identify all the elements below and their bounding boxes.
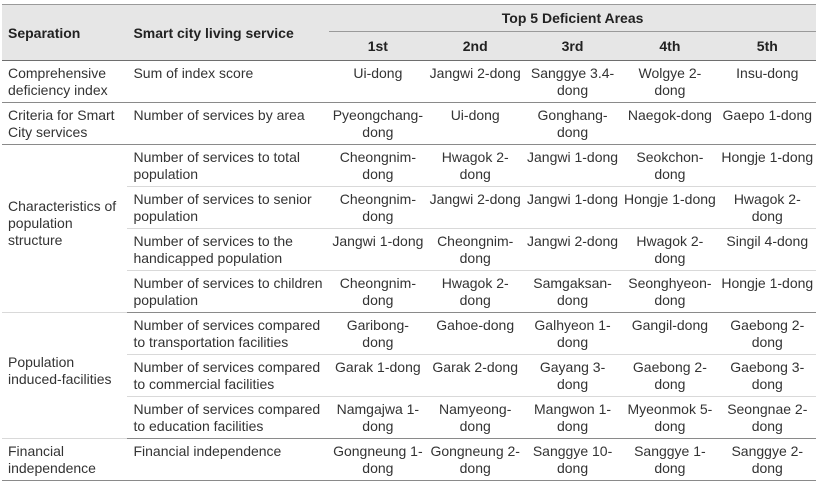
separation-cell: Criteria for Smart City services	[2, 102, 128, 145]
table-row: Number of services to the handicapped po…	[2, 228, 816, 271]
area-cell: Gongneung 1-dong	[329, 438, 427, 481]
table-row: Population induced-facilities Number of …	[2, 312, 816, 439]
separation-cell: Characteristics of population structure	[2, 144, 128, 313]
area-cell: Ui-dong	[329, 60, 427, 103]
area-cell: Wolgye 2-dong	[621, 60, 719, 103]
area-cell: Ui-dong	[426, 102, 524, 145]
header-top5: Top 5 Deficient Areas	[329, 4, 816, 32]
area-cell: Sanggye 3.4-dong	[523, 60, 622, 103]
table-row: Number of services compared to commercia…	[2, 354, 816, 397]
area-cell: Cheongnim-dong	[426, 228, 524, 271]
table-header: Separation Smart city living service Top…	[2, 4, 816, 61]
header-service: Smart city living service	[127, 4, 330, 61]
area-cell: Gangil-dong	[621, 312, 719, 355]
area-cell: Cheongnim-dong	[329, 144, 427, 187]
separation-cell: Financial independence	[2, 438, 128, 481]
area-cell: Mangwon 1-dong	[523, 396, 622, 439]
area-cell: Hongje 1-dong	[718, 144, 816, 187]
area-cell: Hwagok 2-dong	[426, 270, 524, 313]
table-body: Comprehensive deficiency index Sum of in…	[2, 60, 816, 481]
area-cell: Jangwi 1-dong	[329, 228, 427, 271]
header-rank-1st: 1st	[329, 31, 427, 61]
area-cell: Gaepo 1-dong	[718, 102, 816, 145]
area-cell: Hongje 1-dong	[621, 186, 719, 229]
service-cell: Number of services to total population	[127, 144, 330, 187]
area-cell: Jangwi 2-dong	[426, 60, 524, 103]
table-row: Characteristics of population structure …	[2, 144, 816, 313]
area-cell: Seokchon-dong	[621, 144, 719, 187]
table-row: Financial independence Financial indepen…	[2, 438, 816, 481]
area-cell: Hwagok 2-dong	[718, 186, 816, 229]
header-rank-3rd: 3rd	[523, 31, 622, 61]
area-cell: Singil 4-dong	[718, 228, 816, 271]
area-cell: Gaebong 2-dong	[718, 312, 816, 355]
area-cell: Gonghang-dong	[523, 102, 622, 145]
table-row: Number of services to senior population …	[2, 186, 816, 229]
service-cell: Sum of index score	[127, 60, 330, 103]
service-cell: Number of services compared to transport…	[127, 312, 330, 355]
area-cell: Insu-dong	[718, 60, 816, 103]
service-cell: Number of services compared to education…	[127, 396, 330, 439]
area-cell: Naegok-dong	[621, 102, 719, 145]
area-cell: Gayang 3-dong	[523, 354, 622, 397]
area-cell: Seongnae 2-dong	[718, 396, 816, 439]
area-cell: Garak 1-dong	[329, 354, 427, 397]
area-cell: Hwagok 2-dong	[621, 228, 719, 271]
service-cell: Number of services to children populatio…	[127, 270, 330, 313]
table-row: Number of services to children populatio…	[2, 270, 816, 313]
area-cell: Jangwi 1-dong	[523, 186, 622, 229]
area-cell: Pyeongchang-dong	[329, 102, 427, 145]
area-cell: Gaebong 3-dong	[718, 354, 816, 397]
header-rank-4th: 4th	[621, 31, 719, 61]
area-cell: Gongneung 2-dong	[426, 438, 524, 481]
area-cell: Jangwi 2-dong	[523, 228, 622, 271]
area-cell: Sanggye 2-dong	[718, 438, 816, 481]
header-separation: Separation	[2, 4, 128, 61]
service-cell: Number of services to the handicapped po…	[127, 228, 330, 271]
service-cell: Number of services by area	[127, 102, 330, 145]
area-cell: Sanggye 1-dong	[621, 438, 719, 481]
area-cell: Hwagok 2-dong	[426, 144, 524, 187]
area-cell: Namyeong-dong	[426, 396, 524, 439]
area-cell: Gaebong 2-dong	[621, 354, 719, 397]
header-rank-2nd: 2nd	[426, 31, 524, 61]
area-cell: Namgajwa 1-dong	[329, 396, 427, 439]
deficient-areas-table: Separation Smart city living service Top…	[2, 4, 816, 481]
area-cell: Gahoe-dong	[426, 312, 524, 355]
table-row: Number of services compared to education…	[2, 396, 816, 439]
header-rank-5th: 5th	[718, 31, 816, 61]
area-cell: Jangwi 1-dong	[523, 144, 622, 187]
area-cell: Samgaksan-dong	[523, 270, 622, 313]
table-row: Comprehensive deficiency index Sum of in…	[2, 60, 816, 103]
area-cell: Myeonmok 5-dong	[621, 396, 719, 439]
area-cell: Hongje 1-dong	[718, 270, 816, 313]
area-cell: Garibong-dong	[329, 312, 427, 355]
service-cell: Number of services compared to commercia…	[127, 354, 330, 397]
area-cell: Cheongnim-dong	[329, 186, 427, 229]
area-cell: Sanggye 10-dong	[523, 438, 622, 481]
separation-cell: Population induced-facilities	[2, 312, 128, 439]
area-cell: Garak 2-dong	[426, 354, 524, 397]
area-cell: Cheongnim-dong	[329, 270, 427, 313]
service-cell: Number of services to senior population	[127, 186, 330, 229]
area-cell: Jangwi 2-dong	[426, 186, 524, 229]
table-row: Criteria for Smart City services Number …	[2, 102, 816, 145]
area-cell: Seonghyeon-dong	[621, 270, 719, 313]
area-cell: Galhyeon 1-dong	[523, 312, 622, 355]
separation-cell: Comprehensive deficiency index	[2, 60, 128, 103]
service-cell: Financial independence	[127, 438, 330, 481]
